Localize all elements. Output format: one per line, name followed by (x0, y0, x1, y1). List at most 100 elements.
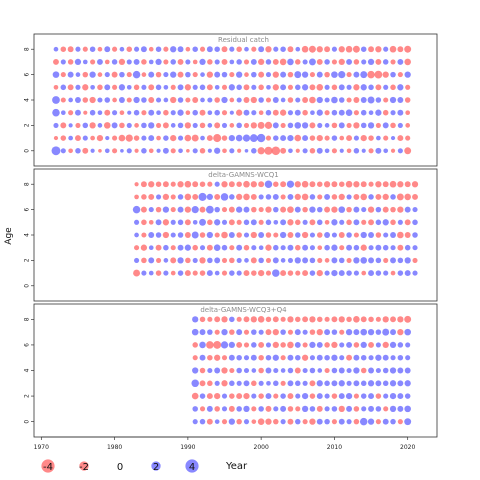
residual-bubble (258, 219, 264, 225)
residual-bubble (250, 219, 257, 226)
residual-bubble (177, 109, 184, 116)
residual-bubble (295, 354, 301, 361)
residual-bubble (317, 181, 323, 187)
residual-bubble (199, 232, 206, 238)
residual-bubble (404, 418, 412, 426)
residual-bubble (375, 406, 382, 412)
residual-bubble (214, 122, 221, 129)
residual-bubble (331, 380, 338, 387)
residual-bubble (339, 135, 345, 141)
residual-bubble (148, 245, 154, 251)
residual-bubble (243, 109, 250, 116)
residual-bubble (412, 193, 418, 200)
residual-bubble (324, 329, 331, 336)
residual-bubble (229, 110, 234, 115)
residual-bubble (258, 380, 264, 386)
residual-bubble (112, 97, 117, 103)
residual-bubble (345, 329, 353, 336)
residual-bubble (148, 207, 154, 213)
residual-bubble (75, 148, 81, 154)
residual-bubble (272, 71, 279, 78)
residual-bubble (345, 45, 353, 53)
residual-bubble (199, 393, 206, 399)
residual-bubble (302, 109, 308, 116)
residual-bubble (404, 405, 411, 413)
residual-bubble (52, 71, 60, 78)
residual-bubble (317, 194, 323, 200)
residual-bubble (338, 367, 345, 374)
residual-bubble (177, 122, 184, 129)
panels-group: 0 2 4 6 8 Residual catch 0 2 4 6 8 delta-GAMNS-WCQ1… (24, 33, 438, 438)
residual-bubble (309, 380, 316, 387)
residual-bubble (301, 180, 309, 188)
y-tick-label: 4 (24, 368, 31, 372)
residual-bubble (141, 135, 147, 141)
residual-bubble (331, 59, 337, 65)
residual-bubble (405, 342, 411, 348)
residual-bubble (155, 46, 162, 52)
residual-bubble (155, 206, 162, 213)
residual-bubble (353, 97, 360, 103)
residual-bubble (273, 244, 279, 251)
residual-bubble (206, 405, 213, 412)
residual-bubble (353, 393, 359, 399)
residual-bubble (199, 122, 206, 129)
residual-bubble (331, 257, 338, 264)
residual-bubble (250, 122, 257, 129)
residual-bubble (353, 193, 360, 200)
residual-bubble (256, 133, 266, 143)
residual-bubble (302, 206, 308, 213)
residual-bubble (236, 193, 243, 201)
residual-bubble (272, 257, 279, 264)
residual-bubble (206, 270, 213, 277)
residual-bubble (221, 316, 228, 323)
residual-bubble (280, 245, 286, 251)
residual-bubble (338, 109, 345, 116)
y-tick-label: 6 (24, 73, 31, 77)
residual-bubble (331, 393, 338, 399)
residual-bubble (243, 193, 250, 201)
residual-bubble (280, 181, 287, 188)
residual-bubble (250, 96, 257, 104)
residual-bubble (250, 181, 257, 188)
residual-bubble (272, 269, 280, 277)
residual-bubble (126, 97, 132, 103)
residual-bubble (221, 219, 228, 225)
residual-bubble (133, 58, 140, 65)
residual-bubble (397, 122, 403, 128)
residual-bubble (360, 341, 367, 349)
residual-bubble (375, 393, 382, 399)
residual-bubble (132, 205, 141, 214)
residual-bubble (214, 181, 220, 187)
residual-bubble (353, 406, 360, 412)
residual-bubble (185, 59, 191, 65)
residual-bubble (162, 231, 170, 239)
residual-bubble (82, 84, 89, 91)
residual-bubble (258, 354, 264, 361)
residual-bubble (375, 419, 381, 425)
residual-bubble (170, 110, 176, 116)
residual-bubble (205, 205, 214, 214)
residual-bubble (163, 258, 169, 263)
residual-bubble (302, 367, 308, 374)
residual-bubble (265, 329, 272, 336)
residual-bubble (280, 270, 287, 277)
residual-bubble (206, 71, 213, 78)
residual-bubble (353, 418, 360, 425)
residual-bubble (250, 231, 257, 239)
residual-bubble (119, 122, 125, 129)
residual-bubble (134, 232, 139, 238)
residual-bubble (375, 380, 382, 387)
residual-bubble (214, 193, 221, 200)
residual-bubble (404, 270, 411, 277)
residual-bubble (383, 97, 389, 103)
residual-bubble (375, 84, 382, 91)
residual-bubble (316, 71, 323, 78)
residual-bubble (317, 219, 323, 226)
residual-bubble (126, 72, 132, 78)
residual-bubble (353, 380, 360, 387)
residual-bubble (302, 148, 308, 154)
residual-bubble (199, 206, 206, 213)
residual-bubble (90, 148, 95, 153)
residual-bubble (324, 232, 331, 238)
